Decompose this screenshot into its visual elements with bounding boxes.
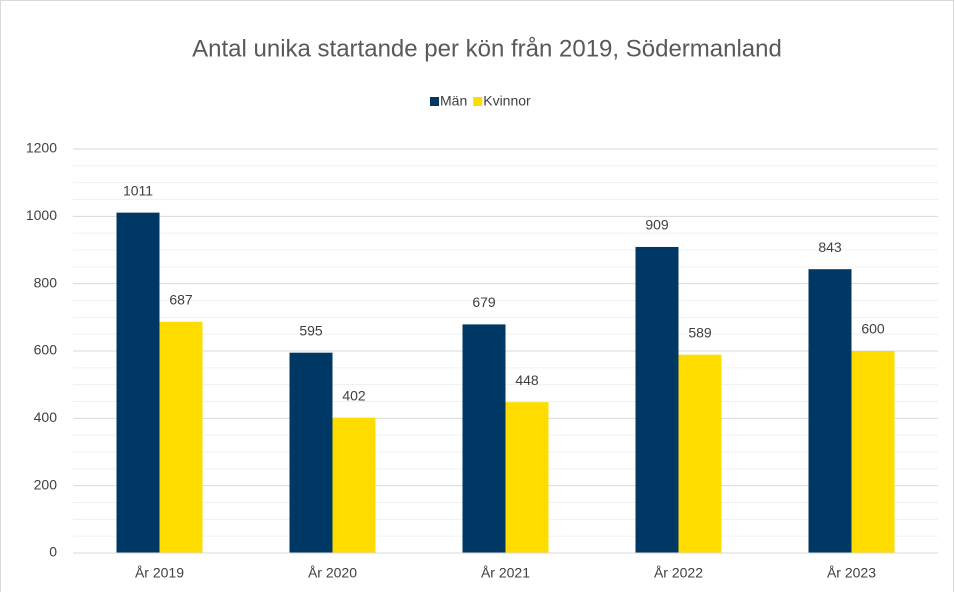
legend-label: Kvinnor [483,93,531,109]
data-label: 448 [515,372,539,388]
data-label: 909 [645,217,669,233]
chart-title: Antal unika startande per kön från 2019,… [192,35,782,62]
x-tick-label: År 2021 [481,565,530,581]
y-tick-label: 400 [34,409,58,425]
y-tick-label: 0 [49,544,57,560]
legend-label: Män [440,93,467,109]
bar [808,269,852,553]
bar [635,246,679,553]
bar [159,321,203,553]
y-tick-label: 1200 [26,140,57,156]
data-label: 595 [299,322,323,338]
x-tick-label: År 2020 [308,565,357,581]
data-label: 402 [342,387,366,403]
y-tick-label: 600 [34,342,58,358]
data-label: 1011 [123,182,153,198]
bar [332,417,376,553]
y-tick-label: 200 [34,476,58,492]
y-tick-label: 1000 [26,207,57,223]
bar [289,352,333,553]
bar [505,402,549,553]
bar [116,212,160,553]
y-tick-label: 800 [34,274,58,290]
bar [678,354,722,553]
x-tick-label: År 2019 [135,565,184,581]
legend-swatch [430,97,439,106]
data-label: 687 [169,291,193,307]
data-label: 589 [688,324,712,340]
bar [462,324,506,553]
data-label: 843 [818,239,842,255]
bar [851,351,895,553]
data-label: 600 [861,321,885,337]
legend-swatch [473,97,483,106]
data-label: 679 [472,294,496,310]
x-tick-label: År 2023 [827,565,876,581]
x-tick-label: År 2022 [654,565,703,581]
